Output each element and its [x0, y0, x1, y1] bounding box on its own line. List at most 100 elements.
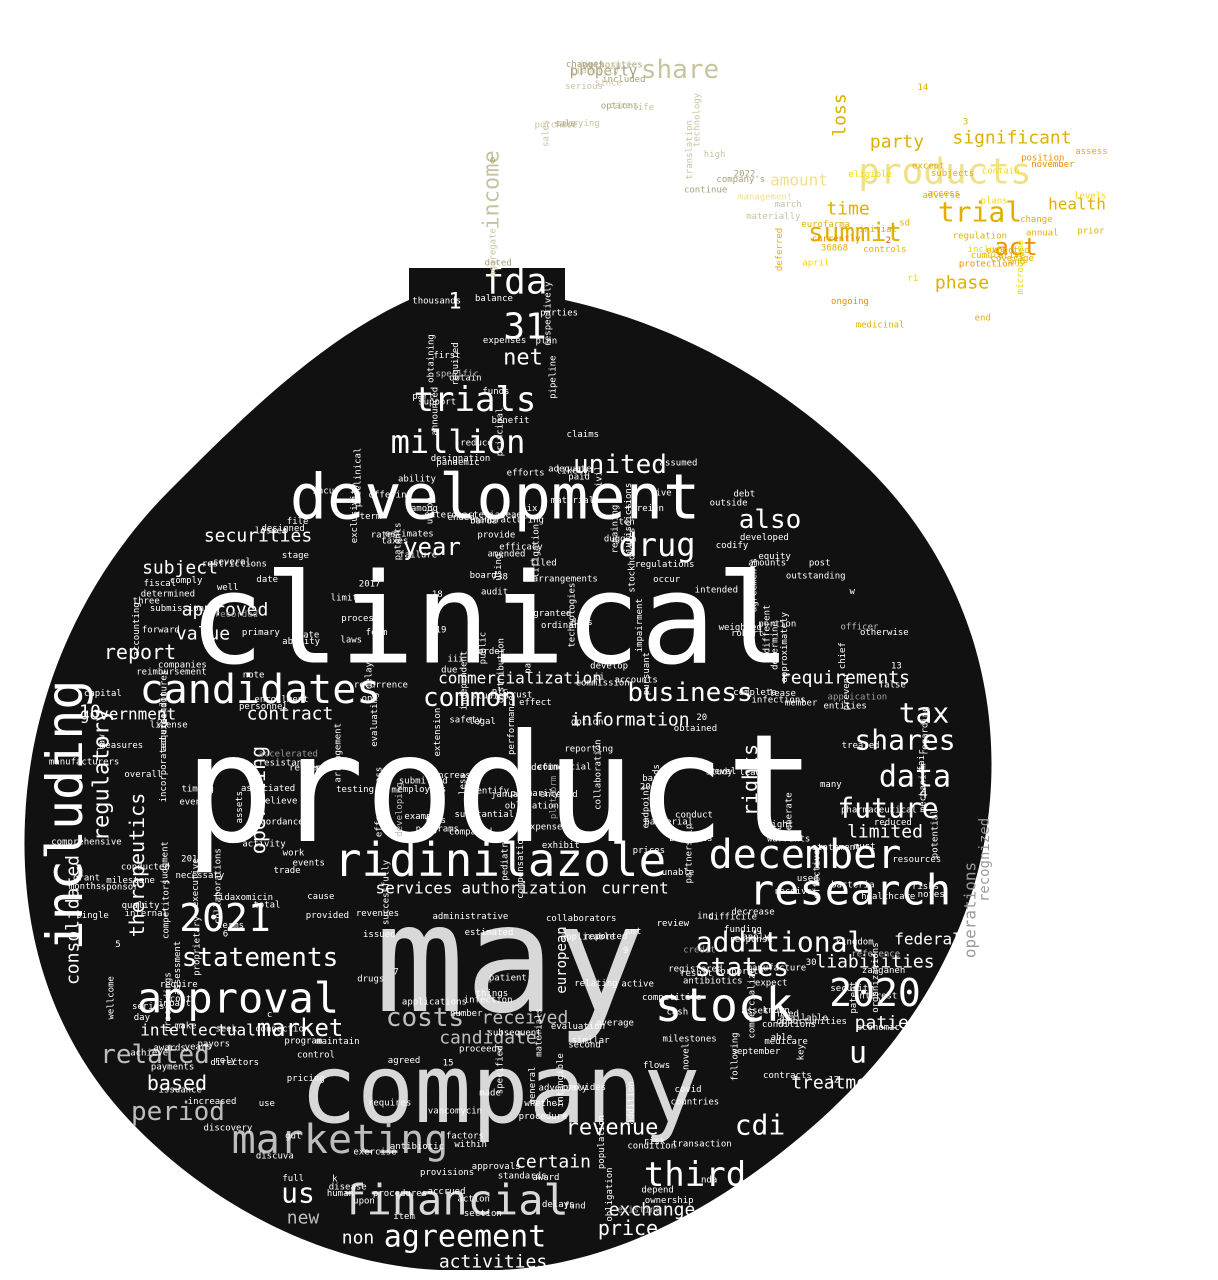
- word-single-441: single: [76, 911, 109, 921]
- word-approved-49: approved: [182, 600, 269, 621]
- word-different-542: different: [763, 605, 773, 654]
- word-among-171: among: [411, 504, 438, 514]
- word-day-391: day: [134, 1013, 151, 1023]
- word-connection-385: connection: [255, 1024, 309, 1034]
- word-security-406: security: [830, 984, 874, 994]
- word-accordance-345: accordance: [249, 818, 303, 828]
- word-successfully-497: successfully: [382, 859, 392, 925]
- word-annual-241: annual: [1026, 229, 1059, 239]
- word-within-126: within: [454, 1140, 487, 1150]
- word-seek-322: seek: [215, 1024, 237, 1034]
- word-vancomycin-116: vancomycin: [428, 1107, 482, 1117]
- word-general-527: general: [528, 1067, 538, 1105]
- word-zanganeh-463: zanganeh: [862, 966, 905, 976]
- word-per-134: per: [303, 764, 320, 774]
- word-party-85: party: [870, 132, 924, 153]
- word-portion-271: portion: [758, 619, 796, 629]
- word-material-202: material: [551, 496, 594, 506]
- word-believe-201: believe: [259, 796, 297, 806]
- word-economic-404: economic: [857, 1023, 900, 1033]
- word-healthcare-181: healthcare: [861, 892, 915, 902]
- word-independent-494: independent: [459, 651, 469, 711]
- word-following-155: following: [731, 1032, 741, 1081]
- word-year-23: year: [403, 533, 461, 561]
- word-w-483: w: [850, 587, 856, 597]
- word-aggregate-260: aggregate: [489, 228, 499, 277]
- word-conditions-279: conditions: [762, 1020, 816, 1030]
- word-intended-468: intended: [695, 586, 738, 596]
- word-procedure-382: procedure: [519, 1112, 568, 1122]
- word-include-90: include: [968, 245, 1006, 255]
- word-plan-198: plan: [535, 337, 557, 347]
- word-able-318: able: [771, 1033, 793, 1043]
- word-preclinical-489: preclinical: [354, 448, 364, 508]
- word-activities-67: activities: [439, 1252, 547, 1273]
- word-sale-213: sale: [554, 120, 576, 130]
- word-require-184: require: [160, 980, 198, 990]
- word-law-560: law: [98, 734, 108, 751]
- word-population-550: population: [597, 1115, 607, 1169]
- word-receive-197: receive: [774, 887, 812, 897]
- word-nda-381: nda: [701, 1175, 717, 1185]
- word-reduce-199: reduce: [460, 438, 493, 448]
- word-jurisdictions-541: jurisdictions: [624, 483, 634, 553]
- word-agreement-37: agreement: [384, 1220, 547, 1255]
- word-public-504: public: [478, 632, 488, 665]
- word-recorded-356: recorded: [215, 610, 258, 620]
- word-securities-51: securities: [204, 526, 312, 547]
- word-basis-147: basis: [642, 774, 669, 784]
- word-reference-148: reference: [851, 949, 900, 959]
- word-identify-427: identify: [466, 787, 510, 797]
- word-evaluating-493: evaluating: [370, 693, 380, 747]
- word-taxes-348: taxes: [381, 537, 408, 547]
- word-warrants-402: warrants: [767, 834, 810, 844]
- word-offering-456: offering: [369, 490, 412, 500]
- word-risk-130: risk: [643, 1137, 665, 1147]
- word-approval-8: approval: [137, 974, 339, 1023]
- word-protection-221: protection: [959, 259, 1013, 269]
- word-statement-324: statement: [812, 843, 861, 853]
- word-provisions-308: provisions: [420, 1168, 474, 1178]
- word-24-477: 24: [157, 718, 168, 728]
- word-end-235: end: [975, 314, 991, 324]
- word-increase-115: increase: [433, 771, 476, 781]
- word-things-435: things: [476, 989, 509, 999]
- word-funds-432: funds: [482, 387, 509, 397]
- word-well-142: well: [217, 583, 239, 593]
- word-entities-450: entities: [823, 701, 866, 711]
- word-revenue-62: revenue: [566, 1116, 659, 1141]
- word-three-341: three: [133, 597, 160, 607]
- word-purchase-207: purchase: [534, 121, 577, 131]
- word-otherwise-353: otherwise: [860, 628, 909, 638]
- word-requirements-56: requirements: [780, 668, 910, 689]
- word-assess-569: assess: [1075, 147, 1108, 157]
- word-trials-19: trials: [414, 380, 537, 420]
- word-loss-88: loss: [830, 93, 851, 136]
- word-addition-151: addition: [627, 1081, 637, 1124]
- word-2022-210: 2022: [734, 170, 756, 180]
- word-executive-526: executive: [191, 858, 201, 907]
- word-issuance-305: issuance: [159, 1085, 202, 1095]
- word-parties-121: parties: [540, 309, 578, 319]
- word-pricing-401: pricing: [287, 1074, 325, 1084]
- word-credit-351: credit: [683, 945, 716, 955]
- word-action-377: action: [457, 1195, 490, 1205]
- word-future-27: future: [837, 792, 938, 825]
- word-use-131: use: [259, 1099, 275, 1109]
- word-ability-141: ability: [282, 637, 321, 647]
- word-significant-82: significant: [952, 128, 1071, 149]
- word-stock-11: stock: [655, 978, 793, 1032]
- word-ordinary-566: ordinary: [541, 621, 585, 631]
- word-acquisition-513: acquisition: [159, 691, 169, 751]
- word-fidaxomicin-306: fidaxomicin: [214, 893, 274, 903]
- word-discuva-105: discuva: [256, 1151, 294, 1161]
- word-inc-140: inc: [697, 911, 713, 921]
- word-commercialize-556: commercialize: [748, 968, 758, 1038]
- word-value-48: value: [176, 624, 230, 645]
- word-civil-521: civil: [594, 465, 604, 492]
- word-discovery-420: discovery: [204, 1124, 253, 1134]
- word-consolidated-44: consolidated: [63, 855, 84, 985]
- word-government-52: government: [80, 705, 176, 724]
- word-amount-87: amount: [770, 171, 828, 190]
